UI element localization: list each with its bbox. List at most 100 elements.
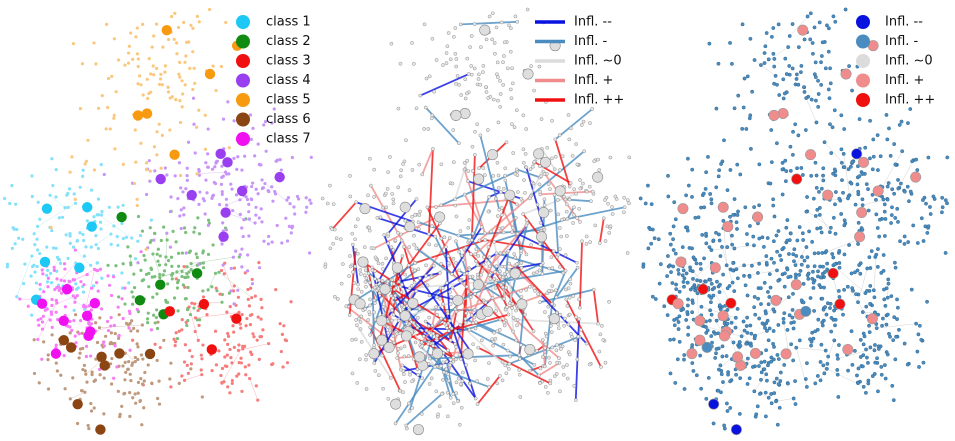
node xyxy=(512,252,517,256)
node xyxy=(461,370,465,375)
node xyxy=(507,261,511,266)
node xyxy=(810,276,815,281)
node xyxy=(565,304,570,308)
node xyxy=(45,280,50,284)
node xyxy=(86,138,90,142)
edge xyxy=(159,263,201,278)
node xyxy=(710,340,714,345)
node xyxy=(118,412,122,416)
node xyxy=(77,356,81,360)
node xyxy=(153,231,157,236)
node xyxy=(344,304,349,309)
node xyxy=(141,22,145,26)
node xyxy=(702,205,707,210)
node xyxy=(396,106,401,111)
hub-node xyxy=(851,148,863,160)
node xyxy=(68,331,72,335)
node xyxy=(790,315,795,320)
node xyxy=(130,363,134,367)
node xyxy=(566,322,571,327)
node xyxy=(677,289,682,294)
node xyxy=(76,286,80,290)
node xyxy=(828,122,832,127)
node xyxy=(81,232,85,237)
node xyxy=(42,290,46,294)
node xyxy=(451,359,456,364)
node xyxy=(417,307,422,311)
node xyxy=(131,302,135,306)
node xyxy=(454,380,459,385)
node xyxy=(156,396,160,401)
node xyxy=(831,171,835,176)
node xyxy=(112,224,116,228)
node xyxy=(481,64,486,68)
node xyxy=(495,329,500,334)
hub-node xyxy=(777,108,789,120)
node xyxy=(177,161,182,165)
node xyxy=(754,412,759,417)
node xyxy=(136,57,140,61)
node xyxy=(144,161,149,165)
node xyxy=(760,321,765,326)
node xyxy=(820,320,825,325)
node xyxy=(782,284,787,289)
node xyxy=(165,238,169,242)
edge xyxy=(477,346,551,385)
node xyxy=(452,160,456,164)
node xyxy=(402,245,406,249)
node xyxy=(792,259,796,264)
node xyxy=(776,278,781,283)
node xyxy=(399,168,403,173)
node xyxy=(195,14,200,18)
node xyxy=(509,26,513,31)
node xyxy=(734,372,738,377)
legend-marker xyxy=(236,34,250,49)
node xyxy=(418,276,422,281)
node xyxy=(781,320,786,325)
hub-node xyxy=(509,267,521,279)
node xyxy=(220,381,224,385)
hub-node xyxy=(459,108,471,120)
node xyxy=(135,52,139,56)
node xyxy=(36,248,40,252)
node xyxy=(413,213,417,217)
node xyxy=(731,212,736,217)
node xyxy=(906,121,910,125)
node xyxy=(861,342,866,347)
node xyxy=(444,51,449,55)
node xyxy=(398,61,403,66)
node xyxy=(837,196,842,201)
node xyxy=(518,395,523,399)
node xyxy=(691,276,695,281)
node xyxy=(827,230,832,235)
node xyxy=(248,113,253,117)
node xyxy=(231,208,235,213)
node xyxy=(240,389,244,393)
node xyxy=(776,357,781,361)
node xyxy=(407,321,412,326)
node xyxy=(40,357,44,361)
node xyxy=(735,276,740,281)
node xyxy=(473,292,477,296)
node xyxy=(109,293,114,298)
node xyxy=(102,344,106,348)
node xyxy=(898,239,902,244)
node xyxy=(811,280,816,285)
node xyxy=(98,316,102,320)
node xyxy=(748,224,752,228)
node xyxy=(446,348,450,353)
node xyxy=(205,313,209,317)
edge xyxy=(405,392,444,427)
node xyxy=(761,245,766,249)
node xyxy=(120,271,124,275)
node xyxy=(823,270,827,274)
node xyxy=(62,354,66,358)
node xyxy=(384,191,388,196)
edge xyxy=(222,264,234,291)
node xyxy=(273,189,277,194)
node xyxy=(263,181,267,186)
node xyxy=(528,368,532,373)
node xyxy=(569,331,573,336)
node xyxy=(826,354,831,359)
node xyxy=(784,225,789,230)
